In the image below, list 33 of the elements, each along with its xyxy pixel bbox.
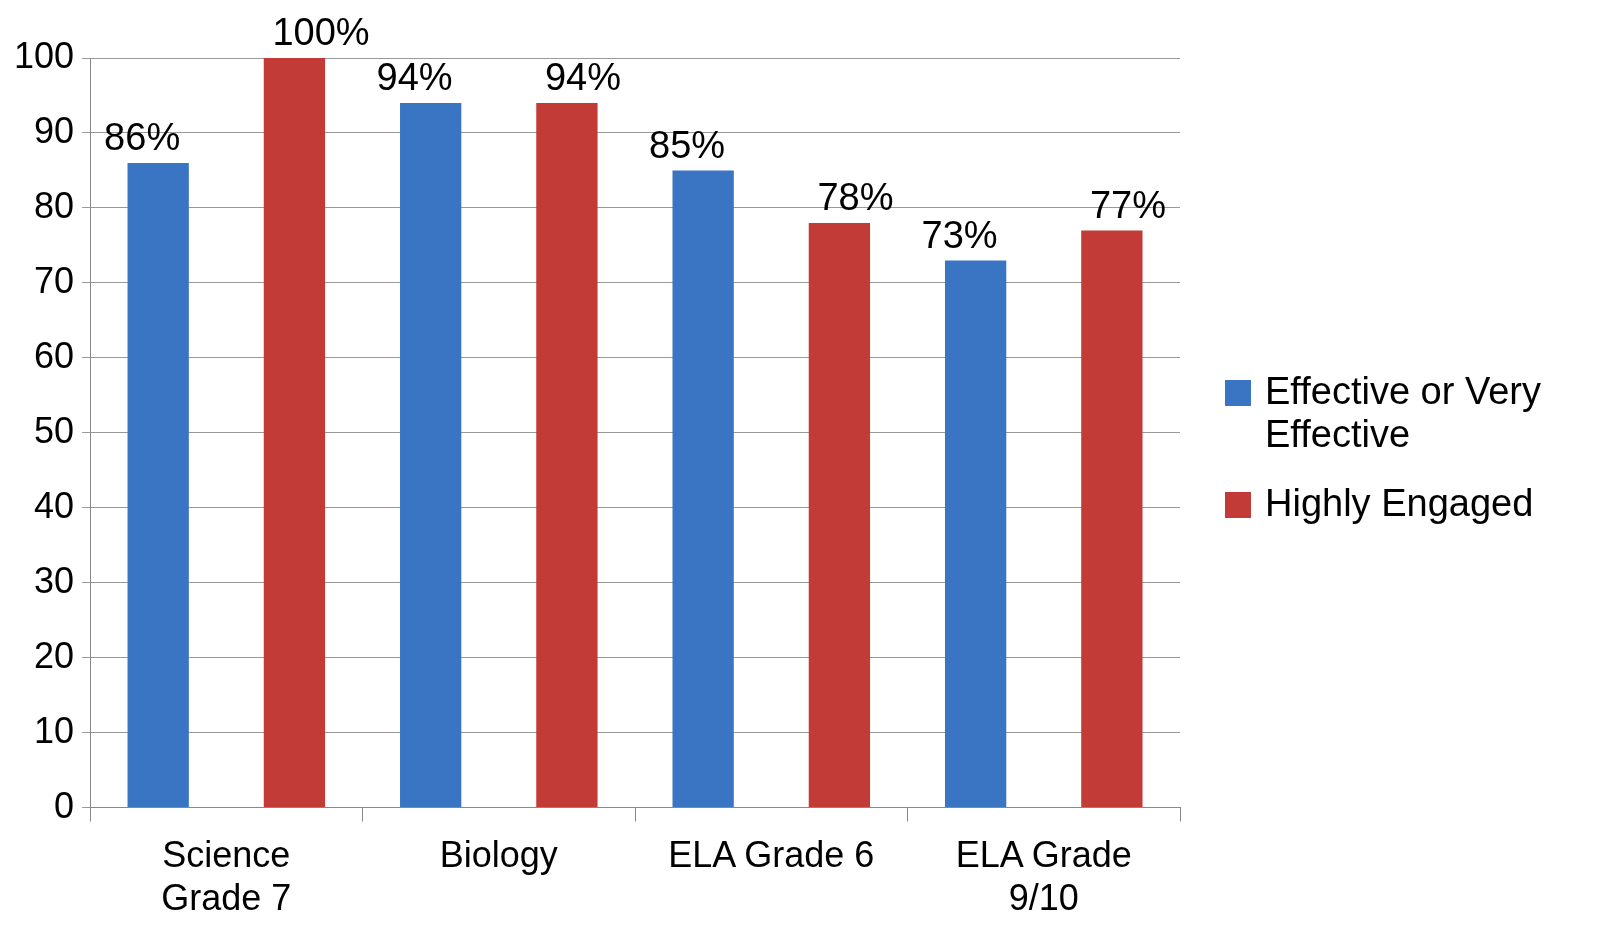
y-tick-label: 50 [34,409,75,451]
y-tick-label: 90 [34,109,75,151]
bar [808,222,871,808]
data-label: 77% [1089,183,1166,226]
bar [536,102,598,808]
x-tick-label: ELA Grade 6 [668,834,875,876]
bar [263,58,326,808]
x-tick-label: Science Grade 7 [161,834,292,919]
legend-label: Highly Engaged [1265,482,1534,525]
bar [400,102,462,808]
data-label: 86% [104,116,181,159]
y-tick-label: 70 [34,259,75,301]
data-label: 94% [376,56,453,99]
y-tick-label: 10 [34,709,75,751]
data-label: 85% [649,123,726,166]
y-tick-label: 30 [34,559,75,601]
bar [127,162,189,808]
y-tick-label: 0 [54,784,75,826]
y-tick-label: 40 [34,484,75,526]
y-tick-label: 100 [13,34,75,76]
x-tick-label: Biology [439,834,558,876]
data-label: 73% [921,213,998,256]
x-tick-label: ELA Grade 9/10 [955,834,1132,919]
bar [672,170,734,808]
data-label: 78% [817,176,894,219]
y-tick-label: 20 [34,634,75,676]
legend-label: Effective or Very Effective [1265,370,1542,456]
data-label: 100% [272,11,370,54]
y-tick-label: 80 [34,184,75,226]
data-label: 94% [544,56,621,99]
y-tick-label: 60 [34,334,75,376]
bar [1081,230,1143,808]
bar [944,260,1007,808]
